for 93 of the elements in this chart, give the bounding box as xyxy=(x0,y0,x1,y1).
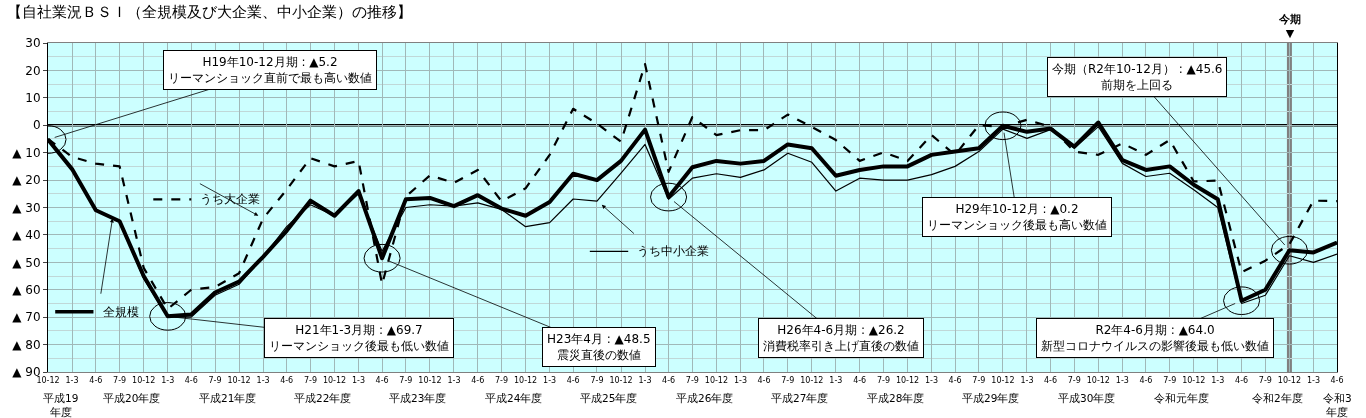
x-tick-label: 1-3 xyxy=(1211,375,1225,385)
y-tick-label: ▲ 80 xyxy=(12,337,41,352)
x-tick-label: 10-12 xyxy=(418,375,442,385)
x-tick-label: 1-3 xyxy=(352,375,366,385)
annotation: H26年4-6月期 : ▲26.2 消費税率引き上げ直後の数値 xyxy=(763,323,919,353)
x-tick-label: 4-6 xyxy=(471,375,485,385)
x-tick-label: 10-12 xyxy=(132,375,156,385)
x-tick-label: 1-3 xyxy=(543,375,557,385)
x-tick-label: 4-6 xyxy=(566,375,580,385)
x-tick-label: 4-6 xyxy=(1235,375,1249,385)
x-tick-label: 1-3 xyxy=(1115,375,1129,385)
x-tick-label: 10-12 xyxy=(704,375,729,385)
x-tick-label: 7-9 xyxy=(781,375,795,385)
x-tick-label: 4-6 xyxy=(1139,375,1153,385)
x-tick-label: 10-12 xyxy=(322,375,347,385)
x-tick-label: 1-3 xyxy=(161,375,175,385)
x-tick-label: 4-6 xyxy=(184,375,198,385)
text: 平成28年度 xyxy=(867,392,925,404)
y-tick-label: ▲ 30 xyxy=(12,200,41,215)
x-tick-label: 1-3 xyxy=(1020,375,1034,385)
x-tick-label: 7-9 xyxy=(399,375,413,385)
x-tick-label: 10-12 xyxy=(513,375,538,385)
text: 平成25年度 xyxy=(580,392,638,404)
x-tick-label: 4-6 xyxy=(662,375,676,385)
x-tick-label: 7-9 xyxy=(876,375,890,385)
text: 平成29年度 xyxy=(962,392,1020,404)
annotation: R2年4-6月期 : ▲64.0 新型コロナウイルスの影響後最も低い数値 xyxy=(1041,323,1269,353)
annotation: 今期（R2年10-12月） : ▲45.6 前期を上回る xyxy=(1052,62,1223,92)
y-tick-label: ▲ 50 xyxy=(12,255,41,270)
y-tick-label: 20 xyxy=(25,63,41,78)
y-tick-label: ▲ 40 xyxy=(12,228,41,243)
text: 平成20年度 xyxy=(103,392,161,404)
x-tick-label: 4-6 xyxy=(1330,375,1344,385)
x-tick-label: 1-3 xyxy=(733,375,748,385)
x-tick-label: 7-9 xyxy=(208,375,222,385)
y-tick-label: 10 xyxy=(25,91,41,106)
text: 平成24年度 xyxy=(485,392,543,404)
text: 令和2年度 xyxy=(1252,392,1303,404)
x-tick-label: 1-3 xyxy=(1306,375,1321,385)
x-tick-label: 1-3 xyxy=(829,375,843,385)
x-tick-label: 7-9 xyxy=(1258,375,1272,385)
x-tick-label: 10-12 xyxy=(609,375,633,385)
x-tick-label: 4-6 xyxy=(853,375,867,385)
x-tick-label: 4-6 xyxy=(1043,375,1058,385)
x-tick-label: 1-3 xyxy=(447,375,461,385)
x-tick-label: 10-12 xyxy=(991,375,1015,385)
text: 平成23年度 xyxy=(389,392,447,404)
x-tick-label: 7-9 xyxy=(303,375,317,385)
x-tick-label: 4-6 xyxy=(280,375,294,385)
legend-label: 全規模 xyxy=(103,305,139,319)
ref-line-label: 今期 ▼ xyxy=(1278,13,1301,41)
x-tick-label: 10-12 xyxy=(895,375,920,385)
x-tick-label: 4-6 xyxy=(375,375,389,385)
x-tick-label: 7-9 xyxy=(495,375,509,385)
x-tick-label: 4-6 xyxy=(757,375,771,385)
text: 平成27年度 xyxy=(771,392,829,404)
y-tick-label: 30 xyxy=(25,36,41,51)
x-tick-label: 7-9 xyxy=(685,375,699,385)
x-tick-label: 7-9 xyxy=(1067,375,1081,385)
text: 平成22年度 xyxy=(294,392,352,404)
legend-label: うち中小企業 xyxy=(637,244,709,258)
x-tick-label: 10-12 xyxy=(1182,375,1206,385)
y-tick-label: ▲ 20 xyxy=(12,173,41,188)
x-tick-label: 1-3 xyxy=(256,375,270,385)
x-tick-label: 4-6 xyxy=(89,375,103,385)
annotation: H29年10-12月 : ▲0.2 リーマンショック後最も高い数値 xyxy=(927,202,1107,232)
text: 令和3 年度 xyxy=(1323,392,1352,418)
annotation: H23年4月 : ▲48.5 震災直後の数値 xyxy=(547,332,651,362)
x-tick-label: 1-3 xyxy=(925,375,939,385)
x-tick-label: 10-12 xyxy=(227,375,251,385)
annotation: H19年10-12月期 : ▲5.2 リーマンショック直前で最も高い数値 xyxy=(168,55,372,85)
text: 平成30年度 xyxy=(1058,392,1116,404)
y-tick-label: 0 xyxy=(32,118,41,133)
x-tick-label: 4-6 xyxy=(948,375,962,385)
x-tick-label: 7-9 xyxy=(1163,375,1177,385)
text: 平成26年度 xyxy=(676,392,734,404)
x-tick-label: 7-9 xyxy=(590,375,604,385)
x-tick-label: 7-9 xyxy=(113,375,127,385)
x-tick-label: 10-12 xyxy=(800,375,824,385)
y-tick-label: ▲ 70 xyxy=(12,310,41,325)
annotation: H21年1-3月期 : ▲69.7 リーマンショック後最も低い数値 xyxy=(269,323,449,353)
text: 平成21年度 xyxy=(199,392,257,404)
y-tick-label: ▲ 10 xyxy=(12,145,41,160)
x-tick-label: 7-9 xyxy=(972,375,986,385)
x-tick-label: 1-3 xyxy=(638,375,652,385)
text: 令和元年度 xyxy=(1154,392,1209,404)
y-tick-label: ▲ 60 xyxy=(12,282,41,297)
x-tick-label: 10-12 xyxy=(1277,375,1302,385)
chart-title: 【自社業況ＢＳＩ（全規模及び大企業、中小企業）の推移】 xyxy=(6,2,412,21)
x-tick-label: 10-12 xyxy=(36,375,60,385)
x-tick-label: 1-3 xyxy=(65,375,79,385)
x-tick-label: 10-12 xyxy=(1086,375,1110,385)
text: 平成19 年度 xyxy=(43,392,79,418)
